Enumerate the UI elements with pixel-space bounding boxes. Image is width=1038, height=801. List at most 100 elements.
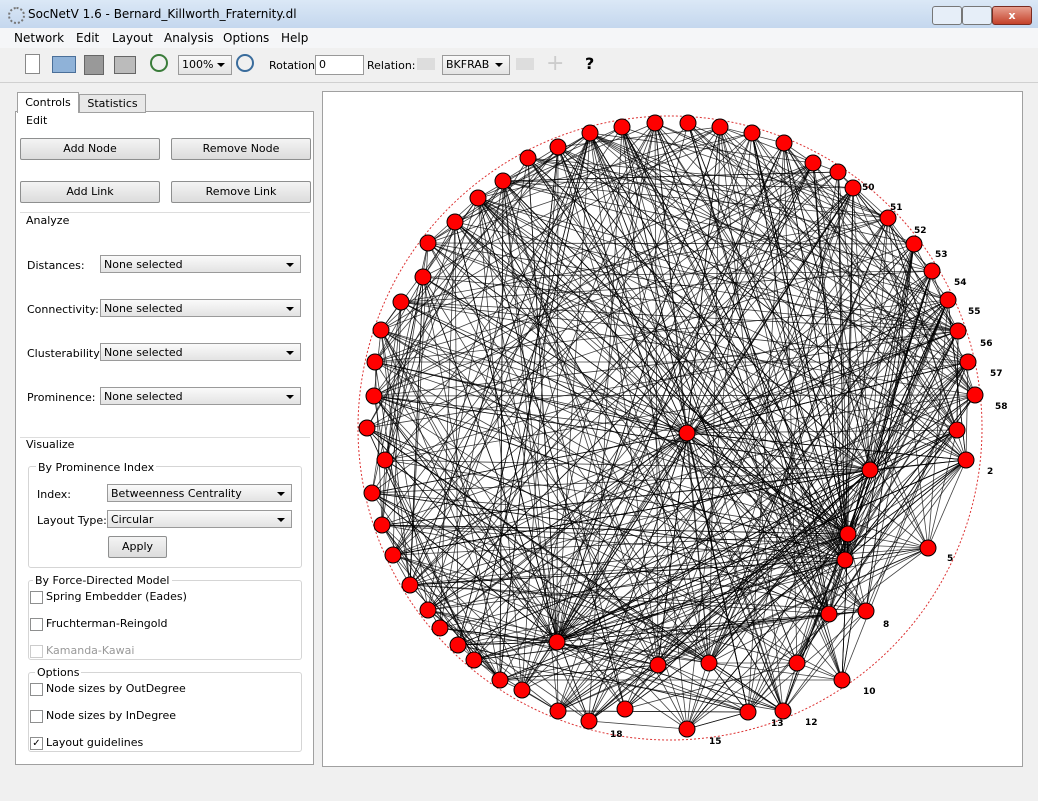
- node: [739, 703, 757, 721]
- menu-item[interactable]: Options: [223, 31, 270, 45]
- app-icon: [8, 7, 25, 24]
- add-relation[interactable]: +: [546, 51, 565, 76]
- edge: [477, 197, 830, 615]
- zoom-in-icon[interactable]: [150, 54, 168, 72]
- zoom-out-icon[interactable]: [236, 54, 254, 72]
- rotation-spinbox[interactable]: 0: [315, 55, 364, 75]
- edge: [621, 126, 846, 561]
- edge: [556, 641, 688, 730]
- analyze-combo[interactable]: None selected: [100, 343, 301, 361]
- node: [949, 322, 967, 340]
- edge: [380, 329, 411, 586]
- close-button[interactable]: x: [992, 6, 1032, 25]
- edge: [384, 459, 475, 661]
- edge: [865, 243, 915, 612]
- edge: [844, 429, 958, 561]
- prev-relation[interactable]: [417, 58, 435, 70]
- statistics-tab[interactable]: Statistics: [79, 94, 146, 113]
- node: [366, 353, 384, 371]
- checkbox[interactable]: [30, 591, 43, 604]
- node-label: 8: [883, 620, 889, 630]
- edge: [409, 559, 846, 586]
- edge: [783, 142, 967, 461]
- edge: [708, 662, 749, 713]
- checkbox[interactable]: [30, 710, 43, 723]
- edge: [841, 361, 969, 681]
- analyze-label: Distances:: [27, 259, 85, 272]
- edge: [556, 559, 846, 643]
- zoom-combo[interactable]: 100%: [178, 55, 232, 75]
- relation-combo[interactable]: BKFRAB: [442, 55, 510, 75]
- edge: [373, 395, 849, 535]
- edge: [708, 533, 849, 664]
- edge: [621, 126, 843, 681]
- minimize-button[interactable]: [932, 6, 962, 25]
- menu-item[interactable]: Edit: [76, 31, 100, 45]
- apply-button[interactable]: Apply: [108, 536, 167, 558]
- edge: [844, 270, 933, 561]
- edge: [439, 243, 915, 629]
- edge: [657, 432, 688, 666]
- edge: [556, 142, 785, 643]
- node: [491, 671, 509, 689]
- remove-node-button[interactable]: Remove Node: [171, 138, 311, 160]
- edge: [380, 329, 688, 434]
- node-label: 15: [709, 737, 722, 747]
- edge: [373, 395, 386, 461]
- rotation-label: Rotation:: [269, 59, 319, 72]
- edge: [869, 299, 949, 471]
- edge: [556, 641, 559, 712]
- analyze-combo[interactable]: None selected: [100, 387, 301, 405]
- edge: [373, 217, 889, 397]
- edge: [454, 221, 846, 561]
- analyze-combo[interactable]: None selected: [100, 299, 301, 317]
- edge: [499, 559, 846, 681]
- analyze-combo[interactable]: None selected: [100, 255, 301, 273]
- add-node-button[interactable]: Add Node: [20, 138, 160, 160]
- maximize-button[interactable]: [962, 6, 992, 25]
- add-link-button[interactable]: Add Link: [20, 181, 160, 203]
- layout-type-combo[interactable]: Circular: [107, 510, 292, 528]
- new-icon[interactable]: [25, 54, 40, 74]
- controls-tab[interactable]: Controls: [17, 92, 79, 113]
- node-label: 18: [610, 730, 623, 740]
- menu-item[interactable]: Help: [281, 31, 309, 45]
- edge: [422, 276, 849, 535]
- checkbox[interactable]: [30, 683, 43, 696]
- open-icon[interactable]: [52, 56, 76, 73]
- edge: [869, 459, 967, 471]
- save-icon[interactable]: [84, 55, 104, 75]
- checkbox[interactable]: ✓: [30, 737, 43, 750]
- next-relation[interactable]: [516, 58, 534, 70]
- edge: [556, 641, 784, 712]
- edge: [588, 330, 959, 722]
- edge: [392, 554, 710, 664]
- edge: [927, 459, 967, 549]
- edge: [392, 126, 721, 556]
- node: [358, 419, 376, 437]
- menu-item[interactable]: Analysis: [164, 31, 214, 45]
- checkbox-label: Fruchterman-Reingold: [46, 617, 168, 630]
- whats-this[interactable]: ?: [585, 54, 595, 73]
- edge: [708, 217, 889, 664]
- remove-link-button[interactable]: Remove Link: [171, 181, 311, 203]
- index-combo[interactable]: Betweenness Centrality: [107, 484, 292, 502]
- edge: [380, 329, 590, 722]
- node-label: 56: [980, 339, 993, 349]
- print-icon[interactable]: [114, 56, 136, 74]
- menu-item[interactable]: Network: [14, 31, 65, 45]
- edge: [686, 459, 967, 730]
- edge: [439, 533, 849, 629]
- edge: [556, 270, 933, 643]
- edge: [392, 132, 753, 556]
- node: [363, 484, 381, 502]
- edge: [557, 432, 688, 712]
- edge: [473, 132, 591, 661]
- node-label: 10: [863, 687, 876, 697]
- menu-item[interactable]: Layout: [112, 31, 153, 45]
- prominence-group: [28, 466, 302, 568]
- node: [829, 163, 847, 181]
- checkbox[interactable]: [30, 618, 43, 631]
